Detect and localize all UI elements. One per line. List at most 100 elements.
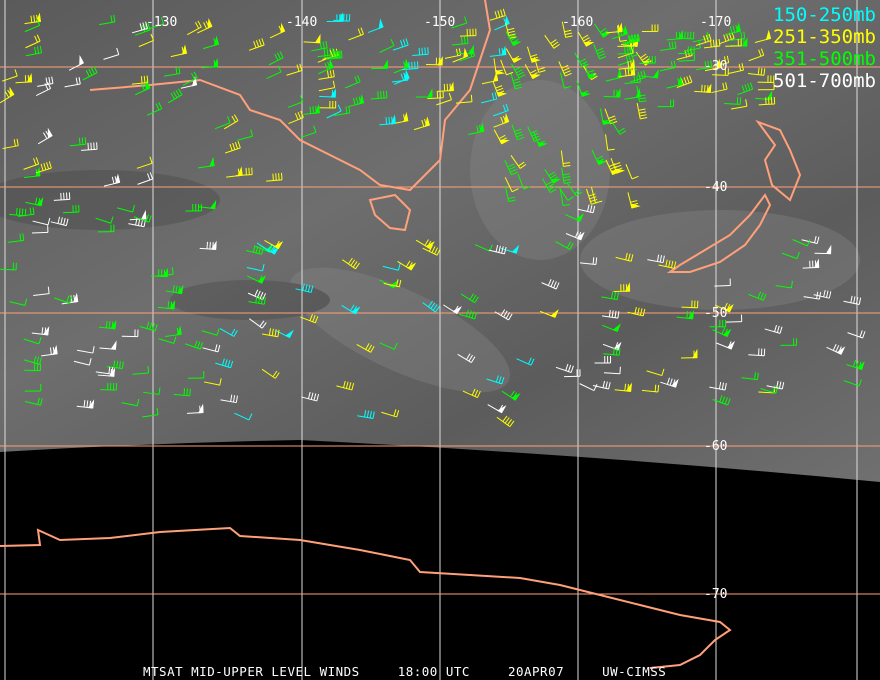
wind-barb [695, 33, 712, 46]
wind-barb [137, 172, 154, 185]
wind-barb [143, 387, 161, 395]
wind-barb [725, 38, 742, 47]
wind-barb [370, 90, 388, 100]
wind-barb [766, 380, 785, 390]
wind-barb [714, 278, 731, 287]
wind-barb [37, 127, 53, 145]
wind-barb [748, 48, 765, 62]
wind-barb [1, 69, 18, 82]
wind-barb [345, 75, 361, 89]
wind-barb [356, 343, 375, 353]
wind-barb [602, 341, 622, 351]
wind-barb [846, 359, 865, 371]
wind-barb [318, 59, 334, 75]
wind-barb [486, 375, 505, 385]
coastline-antarctica [0, 526, 732, 669]
wind-barb [493, 113, 510, 128]
wind-barb [422, 300, 440, 313]
wind-barb [843, 295, 862, 305]
wind-barb [68, 54, 84, 71]
lat-label-60: -60 [704, 439, 728, 454]
wind-barb [269, 22, 286, 39]
wind-barb [704, 58, 722, 72]
wind-barb [618, 65, 636, 78]
wind-barb [586, 188, 599, 205]
wind-barb [151, 267, 169, 278]
wind-barb [184, 340, 204, 350]
wind-barb [716, 340, 735, 350]
wind-barb [146, 102, 163, 116]
wind-barb [248, 295, 266, 305]
wind-barb [555, 241, 574, 250]
wind-barb [319, 88, 337, 98]
legend-251-350mb: 251-350mb [773, 26, 876, 48]
wind-barb [295, 283, 314, 293]
lat-label-30: -30 [704, 59, 728, 74]
lon-label-140: -140 [286, 15, 318, 30]
wind-barb [459, 28, 477, 37]
wind-barb [136, 156, 153, 169]
wind-barb [496, 415, 515, 428]
wind-barb [678, 53, 696, 62]
wind-barb [814, 244, 832, 255]
wind-barb [565, 230, 585, 241]
wind-barb [100, 382, 117, 391]
coastline-australia [89, 0, 492, 192]
wind-barb [69, 137, 87, 147]
wind-barb [397, 260, 417, 271]
wind-barb [138, 33, 155, 48]
wind-barb [627, 306, 646, 317]
wind-barb [264, 240, 284, 250]
wind-barb [813, 289, 832, 299]
wind-barb [561, 167, 572, 184]
wind-barb [724, 22, 741, 36]
wind-barb [99, 340, 117, 350]
wind-barb [615, 252, 634, 262]
wind-barb [758, 82, 775, 91]
wind-barb [2, 138, 19, 150]
wind-barb [422, 244, 441, 256]
wind-barb [599, 108, 613, 125]
wind-barb [467, 122, 485, 135]
wind-barb [657, 99, 675, 108]
wind-barb [577, 204, 596, 214]
wind-barb [287, 95, 304, 108]
wind-barb [731, 99, 748, 110]
wind-barb [382, 263, 401, 271]
wind-barb [148, 17, 164, 30]
wind-barb [121, 398, 140, 407]
wind-barb [488, 244, 507, 255]
wind-barb [676, 309, 694, 320]
wind-barb [318, 69, 335, 80]
wind-barb [99, 14, 116, 26]
wind-barb [288, 110, 304, 125]
wind-barb [843, 379, 862, 387]
wind-barb [712, 55, 730, 67]
wind-barb [524, 64, 541, 80]
wind-barb [185, 203, 202, 212]
wind-barb [426, 55, 443, 66]
wind-barb [301, 391, 320, 402]
wind-barb [247, 289, 267, 301]
wind-barb [614, 382, 632, 392]
wind-barb [481, 71, 499, 85]
wind-barb [443, 304, 463, 315]
wind-barb [703, 39, 721, 49]
wind-barb [303, 103, 320, 115]
wind-barb [647, 254, 665, 264]
wind-barb [517, 173, 531, 190]
wind-barb [98, 320, 117, 330]
wind-barb [347, 93, 365, 108]
wind-barb [415, 239, 435, 250]
wind-barb [25, 34, 41, 49]
wind-barb [165, 284, 184, 295]
wind-barb [847, 330, 866, 339]
wind-barb [728, 31, 746, 42]
wind-barb [132, 365, 150, 375]
wind-barb [117, 205, 135, 213]
wind-barb [660, 377, 679, 388]
wind-barb [173, 388, 191, 397]
wind-barb [73, 358, 92, 366]
lat-label-40: -40 [704, 180, 728, 195]
wind-barb [510, 155, 527, 169]
